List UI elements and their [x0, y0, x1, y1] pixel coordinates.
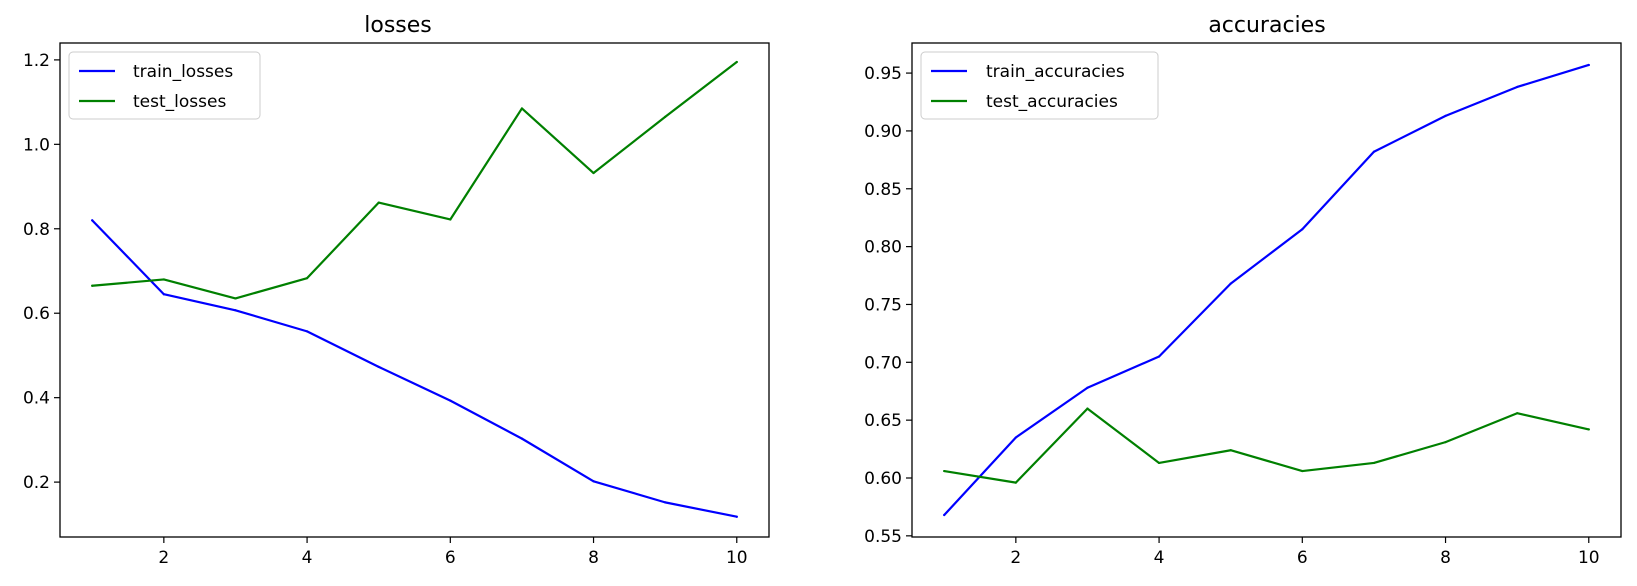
accuracies-point-train_accuracies-6 — [1301, 228, 1304, 231]
accuracies-x-tick-label-8: 8 — [1440, 548, 1451, 568]
losses-legend-box — [68, 51, 261, 120]
losses-panel: losses 2 4 6 8 10 0.2 0.4 0.6 0.8 1.0 1.2 train_l… — [23, 13, 770, 568]
losses-point-test_losses-3 — [234, 297, 237, 300]
accuracies-point-train_accuracies-9 — [1516, 85, 1519, 89]
accuracies-point-train_accuracies-2 — [1014, 436, 1017, 439]
losses-y-tick-label-1: 0.4 — [23, 389, 50, 409]
losses-legend-label-train: train_losses — [133, 62, 233, 82]
losses-y-tick-label-2: 0.6 — [23, 304, 50, 324]
accuracies-legend: train_accuracies test_accuracies — [920, 51, 1159, 120]
accuracies-point-train_accuracies-1 — [943, 513, 946, 517]
accuracies-legend-label-train: train_accuracies — [986, 62, 1125, 82]
accuracies-x-tick-label-4: 4 — [1154, 548, 1165, 568]
losses-series-group — [91, 60, 738, 518]
losses-point-train_losses-8 — [592, 480, 595, 483]
accuracies-y-tick-label-1: 0.60 — [864, 469, 902, 489]
losses-legend: train_losses test_losses — [68, 51, 261, 120]
accuracies-y-tick-label-2: 0.65 — [864, 411, 902, 431]
losses-point-test_losses-9 — [664, 115, 667, 118]
losses-chart-title: losses — [364, 13, 432, 38]
losses-point-train_losses-4 — [305, 330, 309, 333]
losses-y-tick-label-0: 0.2 — [23, 473, 50, 493]
accuracies-point-test_accuracies-4 — [1157, 461, 1161, 465]
accuracies-panel: accuracies 2 4 6 8 10 0.550.600.650.700.750.… — [864, 13, 1622, 568]
accuracies-point-test_accuracies-7 — [1372, 461, 1376, 465]
losses-point-train_losses-7 — [520, 437, 524, 440]
accuracies-x-tick-label-2: 2 — [1010, 548, 1021, 568]
losses-point-train_losses-9 — [664, 501, 667, 504]
losses-point-train_losses-6 — [449, 399, 452, 402]
accuracies-point-train_accuracies-4 — [1157, 355, 1161, 358]
losses-axes-frame — [59, 42, 770, 538]
accuracies-point-train_accuracies-7 — [1372, 150, 1376, 153]
accuracies-point-test_accuracies-8 — [1444, 441, 1447, 444]
accuracies-y-tick-label-4: 0.75 — [864, 295, 902, 315]
losses-y-tick-label-4: 1.0 — [23, 135, 50, 155]
accuracies-y-tick-label-0: 0.55 — [864, 527, 902, 547]
accuracies-point-test_accuracies-2 — [1014, 481, 1017, 484]
losses-y-tick-label-3: 0.8 — [23, 220, 50, 240]
losses-y-axis: 0.2 0.4 0.6 0.8 1.0 1.2 — [23, 51, 60, 493]
losses-point-train_losses-5 — [377, 365, 380, 368]
accuracies-y-axis: 0.55 0.60 0.65 0.70 0.75 0.80 0.85 0.90 0.95 — [864, 64, 912, 547]
accuracies-chart-title: accuracies — [1208, 13, 1325, 38]
losses-x-tick-label-10: 10 — [726, 548, 748, 568]
accuracies-point-test_accuracies-10 — [1587, 428, 1590, 431]
losses-point-test_losses-5 — [377, 201, 380, 204]
accuracies-point-train_accuracies-8 — [1444, 114, 1447, 117]
losses-line-test_losses — [91, 60, 738, 300]
accuracies-point-train_accuracies-10 — [1587, 63, 1590, 67]
accuracies-point-test_accuracies-9 — [1516, 412, 1519, 415]
accuracies-point-test_accuracies-1 — [943, 469, 946, 473]
accuracies-axes-frame — [911, 42, 1622, 538]
accuracies-point-train_accuracies-3 — [1086, 386, 1089, 389]
accuracies-point-test_accuracies-3 — [1086, 407, 1089, 410]
accuracies-x-tick-label-10: 10 — [1578, 548, 1600, 568]
accuracies-point-train_accuracies-5 — [1229, 282, 1232, 285]
accuracies-legend-box — [920, 51, 1159, 120]
accuracies-x-axis: 2 4 6 8 10 — [1010, 537, 1600, 568]
losses-point-test_losses-4 — [305, 277, 309, 280]
losses-point-train_losses-10 — [735, 515, 738, 518]
losses-legend-label-test: test_losses — [133, 92, 226, 112]
losses-x-axis: 2 4 6 8 10 — [158, 537, 748, 568]
losses-point-train_losses-3 — [234, 309, 237, 312]
losses-point-test_losses-8 — [592, 171, 595, 175]
losses-x-tick-label-8: 8 — [588, 548, 599, 568]
accuracies-series-group — [943, 63, 1590, 517]
losses-x-tick-label-4: 4 — [302, 548, 313, 568]
losses-point-test_losses-6 — [449, 218, 452, 221]
accuracies-y-tick-label-3: 0.70 — [864, 353, 902, 373]
accuracies-legend-label-test: test_accuracies — [986, 92, 1118, 112]
losses-x-tick-label-2: 2 — [158, 548, 169, 568]
accuracies-y-tick-label-7: 0.90 — [864, 122, 902, 142]
losses-x-tick-label-6: 6 — [445, 548, 456, 568]
losses-y-tick-label-5: 1.2 — [23, 51, 50, 71]
accuracies-y-tick-label-5: 0.80 — [864, 238, 902, 258]
accuracies-y-tick-label-6: 0.85 — [864, 180, 902, 200]
accuracies-y-tick-label-8: 0.95 — [864, 64, 902, 84]
accuracies-line-test_accuracies — [943, 407, 1590, 484]
accuracies-point-test_accuracies-6 — [1301, 469, 1304, 473]
accuracies-line-train_accuracies — [943, 63, 1590, 517]
losses-point-test_losses-7 — [520, 107, 524, 110]
losses-point-test_losses-10 — [735, 60, 738, 64]
accuracies-point-test_accuracies-5 — [1229, 449, 1232, 452]
losses-point-test_losses-2 — [162, 278, 165, 281]
losses-point-train_losses-2 — [162, 293, 165, 296]
accuracies-x-tick-label-6: 6 — [1297, 548, 1308, 568]
losses-line-train_losses — [91, 219, 738, 518]
losses-point-train_losses-1 — [91, 219, 94, 222]
losses-point-test_losses-1 — [91, 284, 94, 287]
